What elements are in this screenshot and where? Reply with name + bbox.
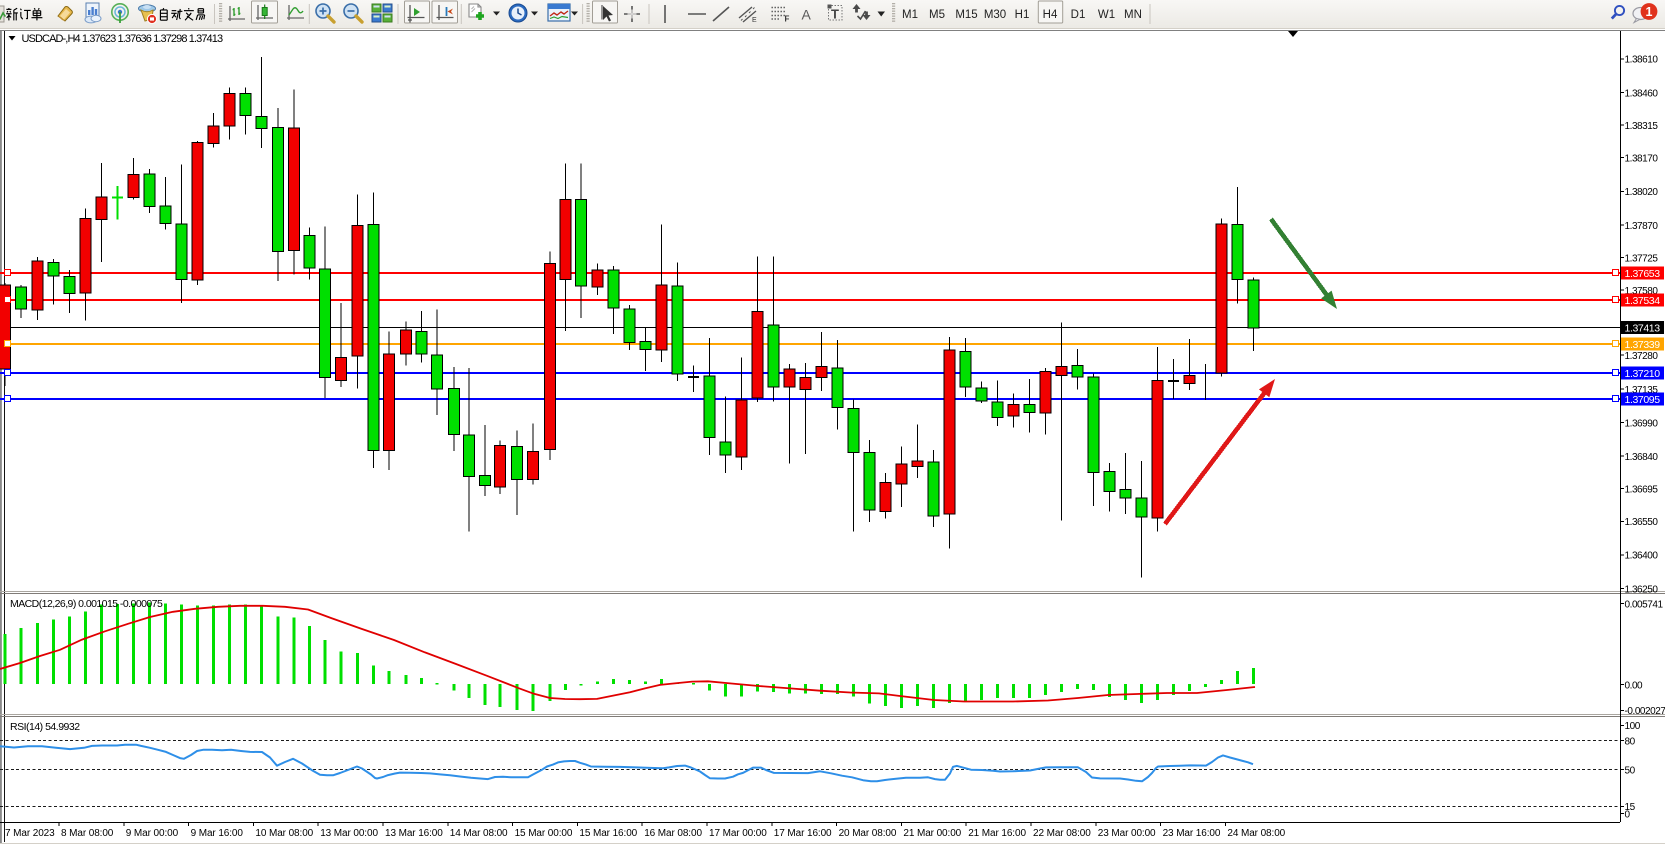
svg-text:1.38315: 1.38315	[1625, 121, 1659, 132]
svg-text:23 Mar 16:00: 23 Mar 16:00	[1163, 828, 1221, 839]
svg-text:M5: M5	[929, 9, 945, 21]
svg-text:1.38610: 1.38610	[1625, 55, 1659, 66]
svg-text:8 Mar 08:00: 8 Mar 08:00	[61, 828, 114, 839]
svg-text:M15: M15	[955, 9, 977, 21]
svg-text:23 Mar 00:00: 23 Mar 00:00	[1098, 828, 1156, 839]
svg-text:M30: M30	[984, 9, 1006, 21]
svg-text:0.00: 0.00	[1625, 680, 1644, 691]
svg-text:1.37095: 1.37095	[1625, 394, 1661, 406]
svg-text:1.37339: 1.37339	[1625, 339, 1661, 351]
svg-text:13 Mar 00:00: 13 Mar 00:00	[320, 828, 378, 839]
svg-text:15: 15	[1625, 802, 1636, 813]
svg-text:MACD(12,26,9) 0.001015 -0.0000: MACD(12,26,9) 0.001015 -0.000075	[10, 598, 163, 610]
svg-text:RSI(14) 54.9932: RSI(14) 54.9932	[10, 721, 80, 733]
svg-text:0: 0	[1625, 809, 1631, 820]
svg-text:1.38460: 1.38460	[1625, 88, 1659, 99]
svg-text:1.38020: 1.38020	[1625, 187, 1659, 198]
svg-text:17 Mar 16:00: 17 Mar 16:00	[774, 828, 832, 839]
svg-text:17 Mar 00:00: 17 Mar 00:00	[709, 828, 767, 839]
svg-text:1.37580: 1.37580	[1625, 286, 1659, 297]
svg-text:E: E	[752, 17, 757, 24]
svg-text:T: T	[831, 7, 839, 22]
svg-text:USDCAD-,H4 1.37623 1.37636 1.: USDCAD-,H4 1.37623 1.37636 1.37298 1.374…	[22, 33, 223, 45]
svg-text:-0.002027: -0.002027	[1625, 706, 1665, 717]
svg-text:M1: M1	[902, 9, 918, 21]
svg-text:1.36250: 1.36250	[1625, 584, 1659, 595]
svg-text:1.37280: 1.37280	[1625, 351, 1659, 362]
svg-text:1.37413: 1.37413	[1625, 323, 1661, 335]
svg-text:1.36550: 1.36550	[1625, 517, 1659, 528]
svg-text:MN: MN	[1124, 9, 1142, 21]
svg-text:1.37653: 1.37653	[1625, 268, 1661, 280]
svg-text:W1: W1	[1098, 9, 1115, 21]
svg-text:50: 50	[1625, 765, 1636, 776]
svg-text:F: F	[785, 15, 790, 24]
svg-text:1.36695: 1.36695	[1625, 485, 1659, 496]
svg-text:15 Mar 00:00: 15 Mar 00:00	[515, 828, 573, 839]
svg-text:16 Mar 08:00: 16 Mar 08:00	[644, 828, 702, 839]
svg-text:22 Mar 08:00: 22 Mar 08:00	[1033, 828, 1091, 839]
svg-text:24 Mar 08:00: 24 Mar 08:00	[1227, 828, 1285, 839]
svg-text:1.36840: 1.36840	[1625, 452, 1659, 463]
svg-text:1.38170: 1.38170	[1625, 153, 1659, 164]
svg-text:0.005741: 0.005741	[1625, 599, 1664, 610]
svg-text:1.37725: 1.37725	[1625, 253, 1659, 264]
svg-text:9 Mar 16:00: 9 Mar 16:00	[191, 828, 244, 839]
svg-text:13 Mar 16:00: 13 Mar 16:00	[385, 828, 443, 839]
svg-text:100: 100	[1625, 721, 1641, 732]
svg-text:A: A	[802, 7, 812, 23]
svg-text:1.36990: 1.36990	[1625, 418, 1659, 429]
svg-text:1.37870: 1.37870	[1625, 221, 1659, 232]
svg-text:15 Mar 16:00: 15 Mar 16:00	[579, 828, 637, 839]
svg-text:1.37534: 1.37534	[1625, 295, 1661, 307]
svg-text:10 Mar 08:00: 10 Mar 08:00	[255, 828, 313, 839]
svg-text:21 Mar 00:00: 21 Mar 00:00	[903, 828, 961, 839]
svg-text:1.37135: 1.37135	[1625, 385, 1659, 396]
svg-text:D1: D1	[1071, 9, 1086, 21]
svg-text:80: 80	[1625, 736, 1636, 747]
svg-text:1: 1	[1646, 5, 1653, 19]
svg-text:1.37210: 1.37210	[1625, 368, 1661, 380]
svg-text:H1: H1	[1015, 9, 1030, 21]
svg-text:14 Mar 08:00: 14 Mar 08:00	[450, 828, 508, 839]
svg-text:H4: H4	[1043, 9, 1058, 21]
svg-text:7 Mar 2023: 7 Mar 2023	[5, 828, 55, 839]
svg-text:21 Mar 16:00: 21 Mar 16:00	[968, 828, 1026, 839]
svg-text:9 Mar 00:00: 9 Mar 00:00	[126, 828, 179, 839]
svg-text:1.36400: 1.36400	[1625, 551, 1659, 562]
svg-text:20 Mar 08:00: 20 Mar 08:00	[839, 828, 897, 839]
